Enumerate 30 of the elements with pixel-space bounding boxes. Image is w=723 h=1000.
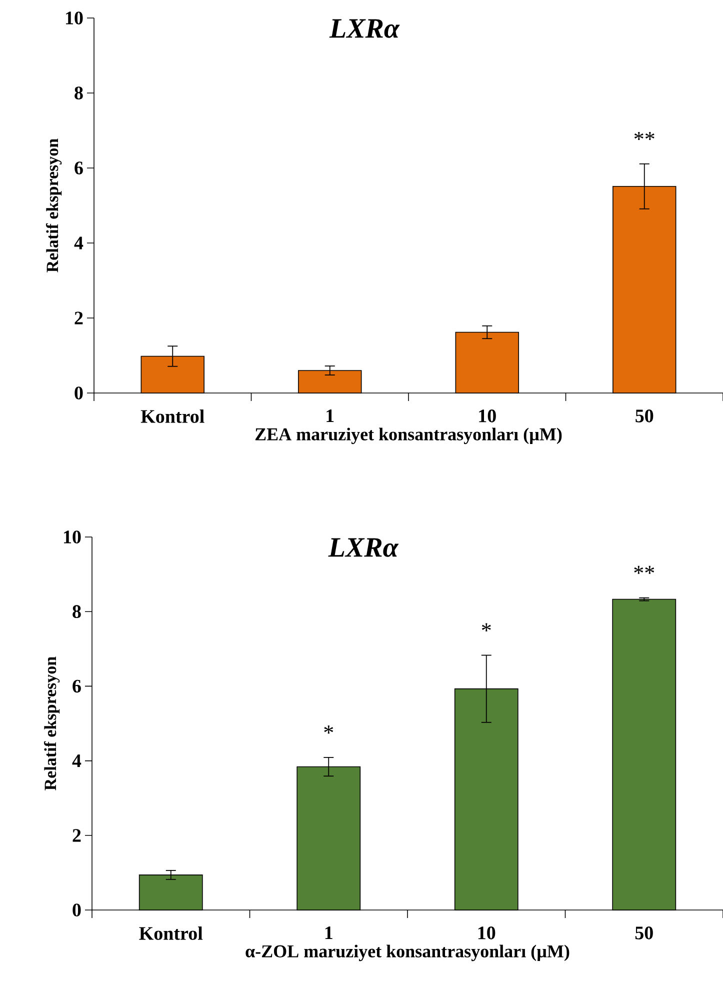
x-tick-label: Kontrol bbox=[140, 410, 204, 423]
y-axis-title: Relatif ekspresyon bbox=[44, 656, 60, 790]
y-tick-label: 6 bbox=[74, 162, 83, 174]
y-tick-label: 10 bbox=[64, 530, 81, 544]
y-tick-label: 10 bbox=[66, 12, 83, 24]
x-axis-title: α-ZOL maruziyet konsantrasyonları (µM) bbox=[246, 944, 570, 962]
x-tick-label: Kontrol bbox=[139, 926, 203, 940]
x-tick-label: 1 bbox=[325, 926, 332, 940]
y-axis-title: Relatif ekspresyon bbox=[46, 138, 62, 272]
annotation: ** bbox=[634, 566, 654, 574]
y-tick-label: 2 bbox=[74, 312, 83, 324]
y-tick-label: 4 bbox=[74, 236, 84, 250]
y-tick-label: 2 bbox=[72, 829, 81, 842]
chart-title: LXRα bbox=[328, 538, 399, 557]
x-tick-label: 10 bbox=[478, 926, 496, 940]
x-tick-label: 50 bbox=[635, 926, 653, 940]
x-tick-label: 50 bbox=[636, 410, 654, 422]
x-axis-title: ZEA maruziyet konsantrasyonları (µM) bbox=[255, 428, 562, 444]
y-tick-label: 4 bbox=[72, 754, 82, 768]
x-tick-label: 10 bbox=[479, 410, 496, 422]
y-tick-label: 8 bbox=[72, 605, 81, 618]
x-tick-label: 1 bbox=[326, 410, 334, 422]
chart-title: LXRα bbox=[329, 19, 400, 38]
annotation: * bbox=[482, 623, 491, 632]
y-tick-label: 0 bbox=[72, 904, 81, 916]
annotation: ** bbox=[634, 132, 654, 140]
y-tick-label: 8 bbox=[74, 86, 83, 100]
y-tick-label: 0 bbox=[74, 386, 83, 400]
y-tick-label: 6 bbox=[72, 680, 81, 693]
annotation: * bbox=[324, 726, 334, 734]
